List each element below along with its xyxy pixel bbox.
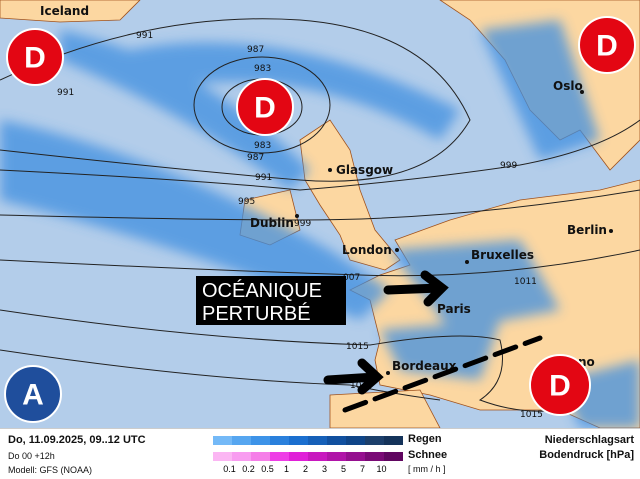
cities: Iceland Oslo Glasgow Dublin London Bruxe… xyxy=(40,4,613,375)
svg-text:D: D xyxy=(596,30,618,63)
city-label: Oslo xyxy=(553,79,583,93)
isobar-label: 991 xyxy=(136,31,153,41)
pressure-label: Bodendruck [hPa] xyxy=(539,449,634,461)
isobar-label: 995 xyxy=(238,197,255,207)
color-swatch xyxy=(270,436,289,445)
svg-text:A: A xyxy=(22,379,44,412)
color-swatch xyxy=(270,452,289,461)
low-pressure-icon: D xyxy=(578,16,636,74)
city-label: Berlin xyxy=(567,223,607,237)
isobar-label: 991 xyxy=(255,173,272,183)
precipitation xyxy=(0,20,640,428)
isobar-label: 007 xyxy=(343,273,360,283)
weather-annotations xyxy=(323,270,543,413)
color-swatch xyxy=(308,436,327,445)
isobar-label: 983 xyxy=(254,64,271,74)
rain-label: Regen xyxy=(408,433,442,445)
color-swatch xyxy=(213,436,232,445)
tick: 0.2 xyxy=(242,464,255,474)
color-swatch xyxy=(308,452,327,461)
color-swatch xyxy=(327,452,346,461)
color-swatch xyxy=(365,452,384,461)
tick: 5 xyxy=(340,464,346,474)
color-swatch xyxy=(232,452,251,461)
color-swatch xyxy=(384,436,403,445)
annotation-box: OCÉANIQUE PERTURBÉ xyxy=(196,276,346,325)
forecast-date: Do, 11.09.2025, 09..12 UTC xyxy=(8,434,146,446)
legend: Do, 11.09.2025, 09..12 UTC Do 00 +12h Mo… xyxy=(0,428,640,479)
front-line xyxy=(342,335,543,413)
arrow-icon xyxy=(323,358,384,395)
low-pressure-icon: D xyxy=(529,354,591,416)
unit-label: [ mm / h ] xyxy=(408,464,446,474)
tick: 2 xyxy=(302,464,308,474)
snow-color-scale xyxy=(213,452,403,461)
tick: 1 xyxy=(283,464,289,474)
color-swatch xyxy=(232,436,251,445)
low-pressure-icon: D xyxy=(6,28,64,86)
tick: 0.1 xyxy=(223,464,236,474)
color-swatch xyxy=(289,452,308,461)
city-label: Bordeaux xyxy=(392,359,457,373)
isobar-label: 1015 xyxy=(520,410,543,420)
svg-text:D: D xyxy=(254,92,276,125)
city-label: Paris xyxy=(437,302,471,316)
svg-text:D: D xyxy=(549,370,571,403)
low-pressure-icon: D xyxy=(236,78,294,136)
isobar-label: 983 xyxy=(254,141,271,151)
city-label: Bruxelles xyxy=(471,248,534,262)
color-swatch xyxy=(365,436,384,445)
svg-text:D: D xyxy=(24,42,46,75)
color-swatch xyxy=(384,452,403,461)
annotation-text: PERTURBÉ xyxy=(202,302,311,325)
color-swatch xyxy=(251,452,270,461)
color-swatch xyxy=(346,452,365,461)
city-label: Glasgow xyxy=(336,163,393,177)
pressure-centers: D D D D A xyxy=(4,16,636,423)
precip-type-label: Niederschlagsart xyxy=(544,434,634,446)
arrow-icon xyxy=(383,270,449,307)
rain-color-scale xyxy=(213,436,403,445)
model-name: Modell: GFS (NOAA) xyxy=(8,465,93,475)
annotation-text: OCÉANIQUE xyxy=(202,279,322,302)
isobar-label: 991 xyxy=(57,88,74,98)
isobar-label: 999 xyxy=(500,161,517,171)
city-label: Iceland xyxy=(40,4,89,18)
city-label: Dublin xyxy=(250,216,294,230)
color-swatch xyxy=(213,452,232,461)
scale-ticks: 0.1 0.2 0.5 1 2 3 5 7 10 xyxy=(220,464,391,474)
color-swatch xyxy=(346,436,365,445)
color-swatch xyxy=(327,436,346,445)
tick: 0.5 xyxy=(261,464,274,474)
city-label: London xyxy=(342,243,392,257)
tick: 7 xyxy=(359,464,365,474)
weather-map: 991 991 987 983 983 987 991 995 999 999 … xyxy=(0,0,640,428)
tick: 10 xyxy=(376,464,387,474)
isobar-label: 1015 xyxy=(346,342,369,352)
color-swatch xyxy=(289,436,308,445)
model-run: Do 00 +12h xyxy=(8,451,55,461)
isobar-label: 1011 xyxy=(514,277,537,287)
snow-label: Schnee xyxy=(408,449,448,461)
high-pressure-icon: A xyxy=(4,365,62,423)
isobar-label: 987 xyxy=(247,45,264,55)
tick: 3 xyxy=(321,464,327,474)
color-swatch xyxy=(251,436,270,445)
isobar-label: 987 xyxy=(247,153,264,163)
isobar-label: 999 xyxy=(294,219,311,229)
